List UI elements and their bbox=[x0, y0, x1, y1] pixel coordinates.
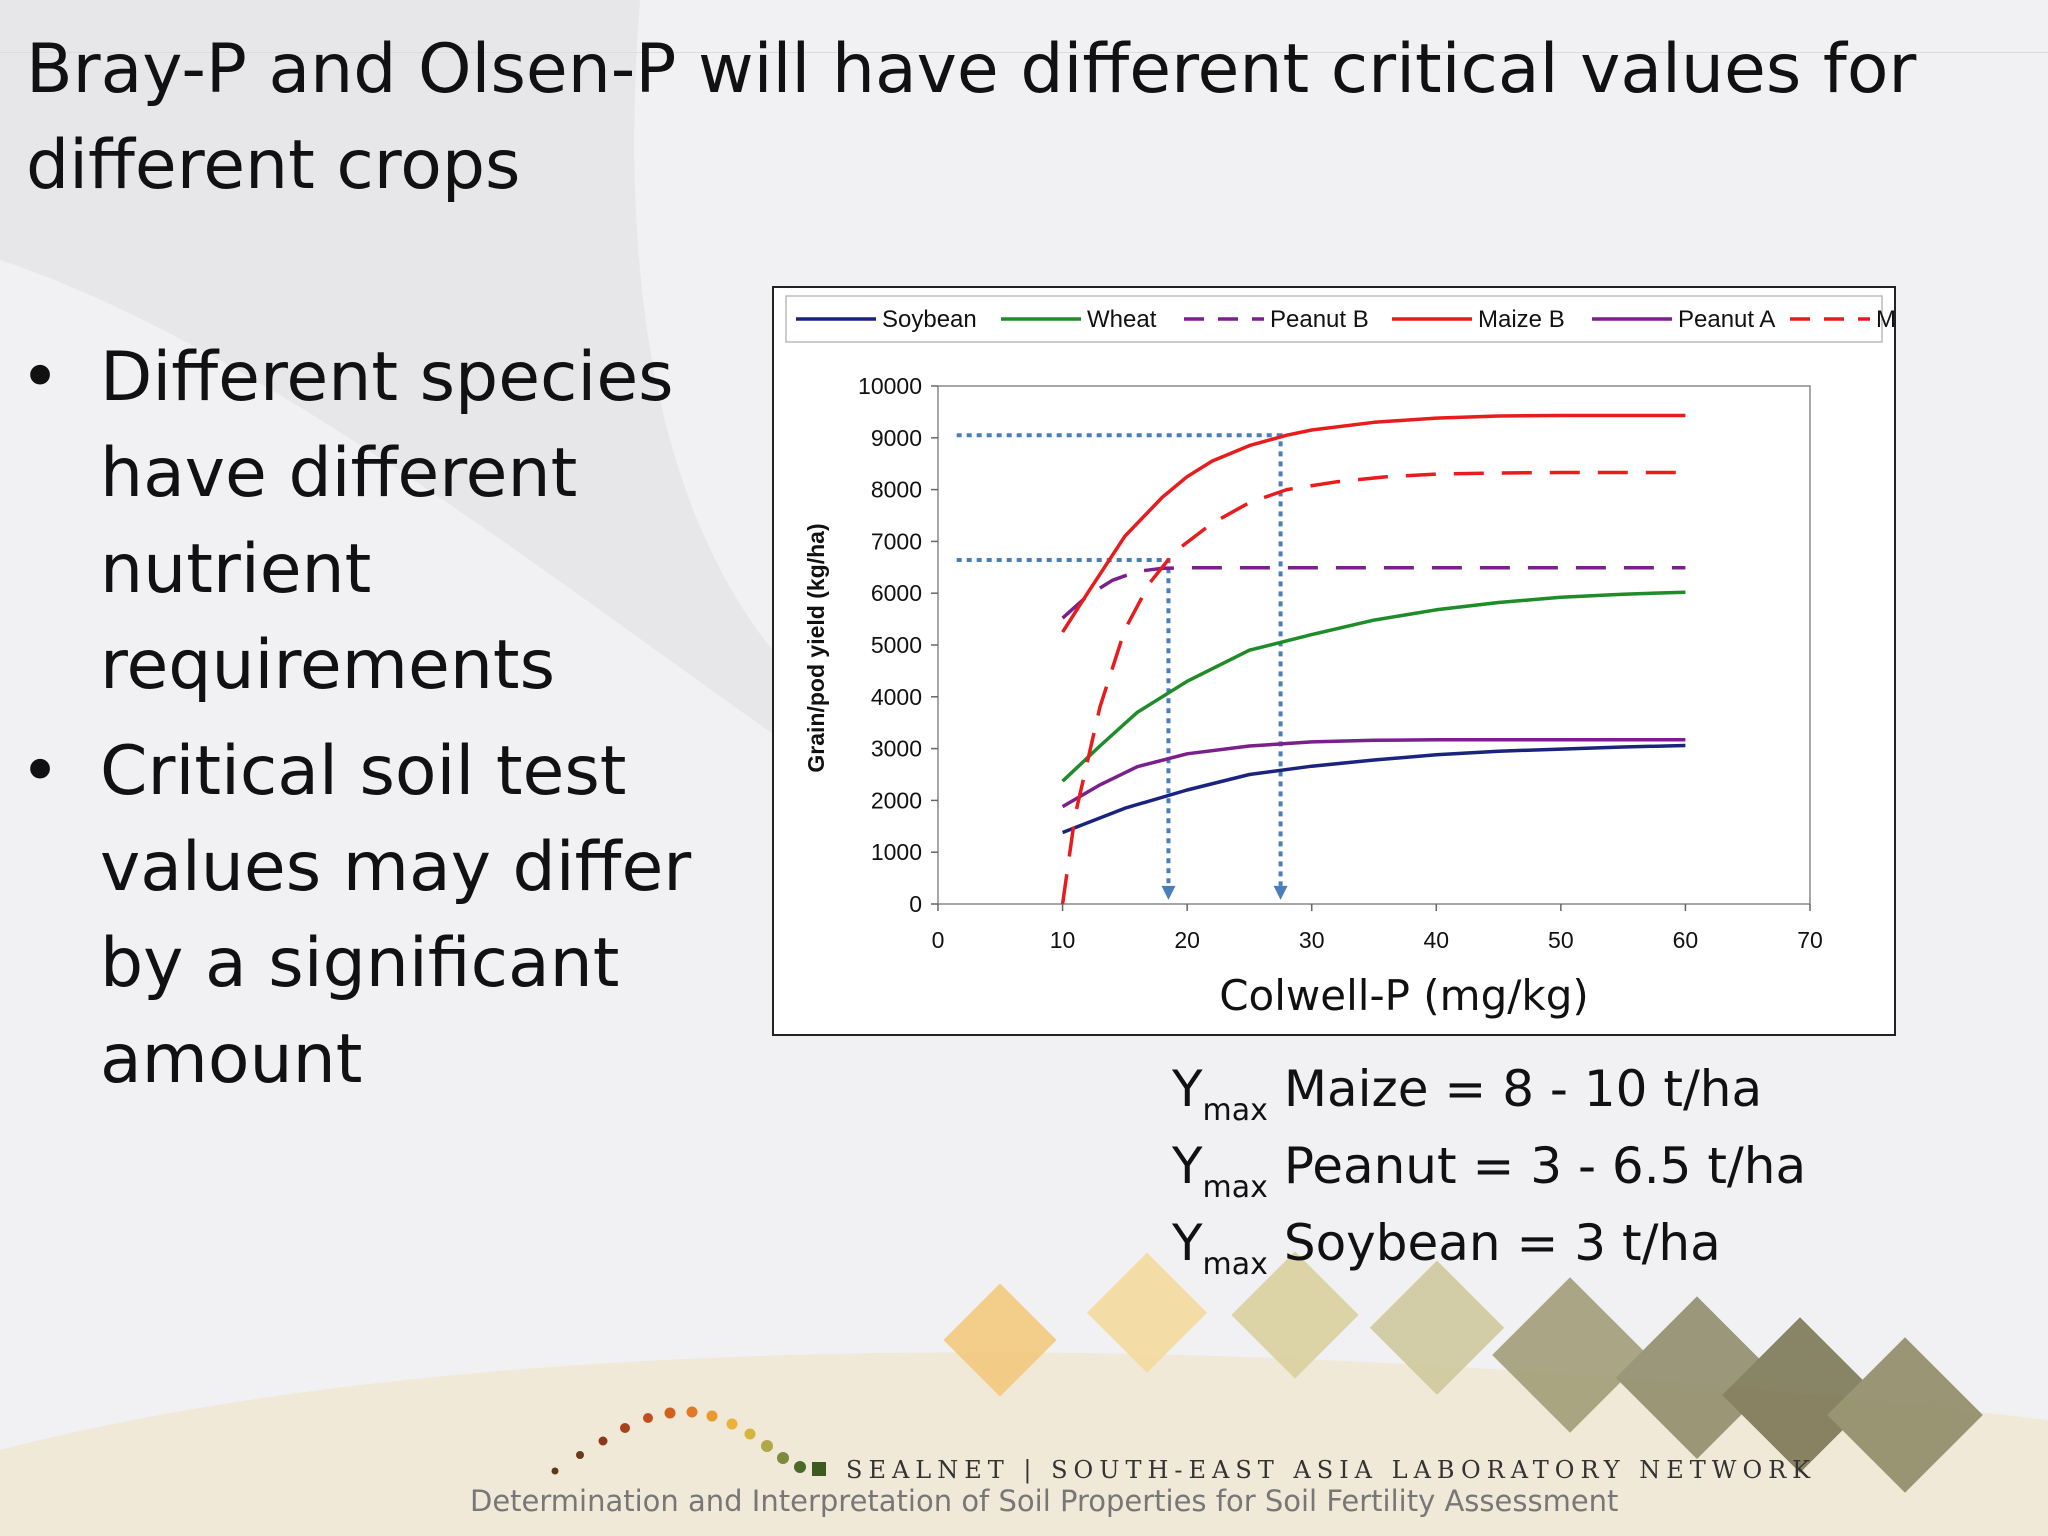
ymax-peanut: Ymax Peanut = 3 - 6.5 t/ha bbox=[1172, 1137, 1806, 1205]
bullet-symbol: • bbox=[20, 338, 61, 417]
series-line-peanut-a bbox=[1061, 738, 1686, 809]
legend-label-peanut-b: Peanut B bbox=[1270, 306, 1369, 333]
ymax-soybean: Ymax Soybean = 3 t/ha bbox=[1172, 1214, 1721, 1282]
guide-arrowhead bbox=[1273, 885, 1288, 900]
logo-dots bbox=[551, 1406, 826, 1476]
x-tick-label: 30 bbox=[1299, 927, 1325, 953]
legend-label-peanut-a: Peanut A bbox=[1678, 306, 1775, 333]
ymax-subscript: max bbox=[1202, 1247, 1268, 1282]
slide-title: Bray-P and Olsen-P will have different c… bbox=[26, 30, 1917, 205]
x-axis-title: Colwell-P (mg/kg) bbox=[1219, 971, 1589, 1020]
footer-network: SEALNET | SOUTH-EAST ASIA LABORATORY NET… bbox=[846, 1456, 1817, 1484]
background-swoosh bbox=[0, 0, 900, 820]
yield-chart: Soybean Wheat Peanut B Maize B Peanut A Maize… bbox=[785, 295, 1894, 1020]
x-tick-label: 70 bbox=[1797, 927, 1823, 953]
x-tick-label: 40 bbox=[1423, 927, 1449, 953]
ymax-subscript: max bbox=[1202, 1170, 1268, 1205]
legend-box bbox=[785, 295, 1883, 343]
decorative-diamonds bbox=[943, 1251, 1983, 1493]
bullet-item: • Different species have different nutrie… bbox=[20, 330, 720, 714]
bullet-symbol: • bbox=[20, 732, 61, 811]
bullet-item: • Critical soil test values may differ by… bbox=[20, 724, 720, 1108]
y-tick-label: 6000 bbox=[871, 580, 922, 606]
ymax-maize: Ymax Maize = 8 - 10 t/ha bbox=[1172, 1060, 1762, 1128]
y-axis-title: Grain/pod yield (kg/ha) bbox=[803, 523, 829, 772]
y-tick-label: 8000 bbox=[871, 477, 922, 503]
y-tick-label: 9000 bbox=[871, 425, 922, 451]
legend-label-maize-a: Maize A bbox=[1876, 306, 1894, 333]
title-rule bbox=[0, 52, 2048, 53]
bullet-text: Critical soil test values may differ by … bbox=[100, 732, 692, 1099]
footer-subtitle: Determination and Interpretation of Soil… bbox=[470, 1484, 1619, 1518]
y-tick-label: 5000 bbox=[871, 632, 922, 658]
y-tick-label: 10000 bbox=[858, 373, 922, 399]
ymax-text: Peanut = 3 - 6.5 t/ha bbox=[1283, 1137, 1807, 1195]
legend-label-maize-b: Maize B bbox=[1478, 306, 1565, 333]
bullet-list: • Different species have different nutrie… bbox=[20, 330, 720, 1118]
x-tick-label: 50 bbox=[1548, 927, 1574, 953]
y-tick-label: 3000 bbox=[871, 736, 922, 762]
plot-area bbox=[937, 385, 1811, 905]
series-line-peanut-b bbox=[1061, 566, 1686, 620]
x-tick-label: 10 bbox=[1050, 927, 1076, 953]
y-tick-label: 1000 bbox=[871, 839, 922, 865]
guide-arrowhead bbox=[1161, 885, 1176, 900]
y-tick-label: 7000 bbox=[871, 528, 922, 554]
ymax-text: Soybean = 3 t/ha bbox=[1283, 1214, 1721, 1272]
ymax-symbol: Y bbox=[1172, 1060, 1203, 1118]
series-line-maize-a bbox=[1060, 470, 1686, 905]
x-tick-label: 20 bbox=[1174, 927, 1200, 953]
legend-label-soybean: Soybean bbox=[882, 306, 977, 333]
x-tick-label: 0 bbox=[932, 927, 945, 953]
y-tick-label: 0 bbox=[909, 891, 922, 917]
series-line-maize-b bbox=[1061, 413, 1686, 634]
ymax-symbol: Y bbox=[1172, 1214, 1203, 1272]
chart-frame: Soybean Wheat Peanut B Maize B Peanut A Maize… bbox=[772, 286, 1896, 1036]
x-tick-label: 60 bbox=[1673, 927, 1699, 953]
legend-label-wheat: Wheat bbox=[1087, 306, 1157, 333]
ymax-subscript: max bbox=[1202, 1093, 1268, 1128]
bullet-text: Different species have different nutrien… bbox=[100, 338, 674, 705]
y-tick-label: 2000 bbox=[871, 787, 922, 813]
ymax-text: Maize = 8 - 10 t/ha bbox=[1283, 1060, 1763, 1118]
series-line-soybean bbox=[1061, 743, 1686, 835]
y-tick-label: 4000 bbox=[871, 684, 922, 710]
ymax-symbol: Y bbox=[1172, 1137, 1203, 1195]
series-line-wheat bbox=[1061, 590, 1686, 783]
